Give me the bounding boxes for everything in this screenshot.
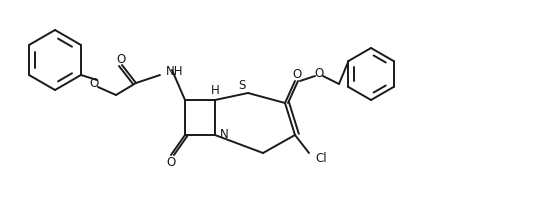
- Text: O: O: [116, 53, 126, 65]
- Text: O: O: [315, 66, 323, 80]
- Text: N: N: [220, 128, 229, 142]
- Text: O: O: [293, 68, 301, 81]
- Text: NH: NH: [166, 65, 183, 77]
- Text: S: S: [238, 78, 246, 92]
- Text: O: O: [89, 77, 99, 89]
- Text: Cl: Cl: [315, 153, 327, 165]
- Text: O: O: [166, 156, 176, 169]
- Text: H: H: [211, 84, 219, 96]
